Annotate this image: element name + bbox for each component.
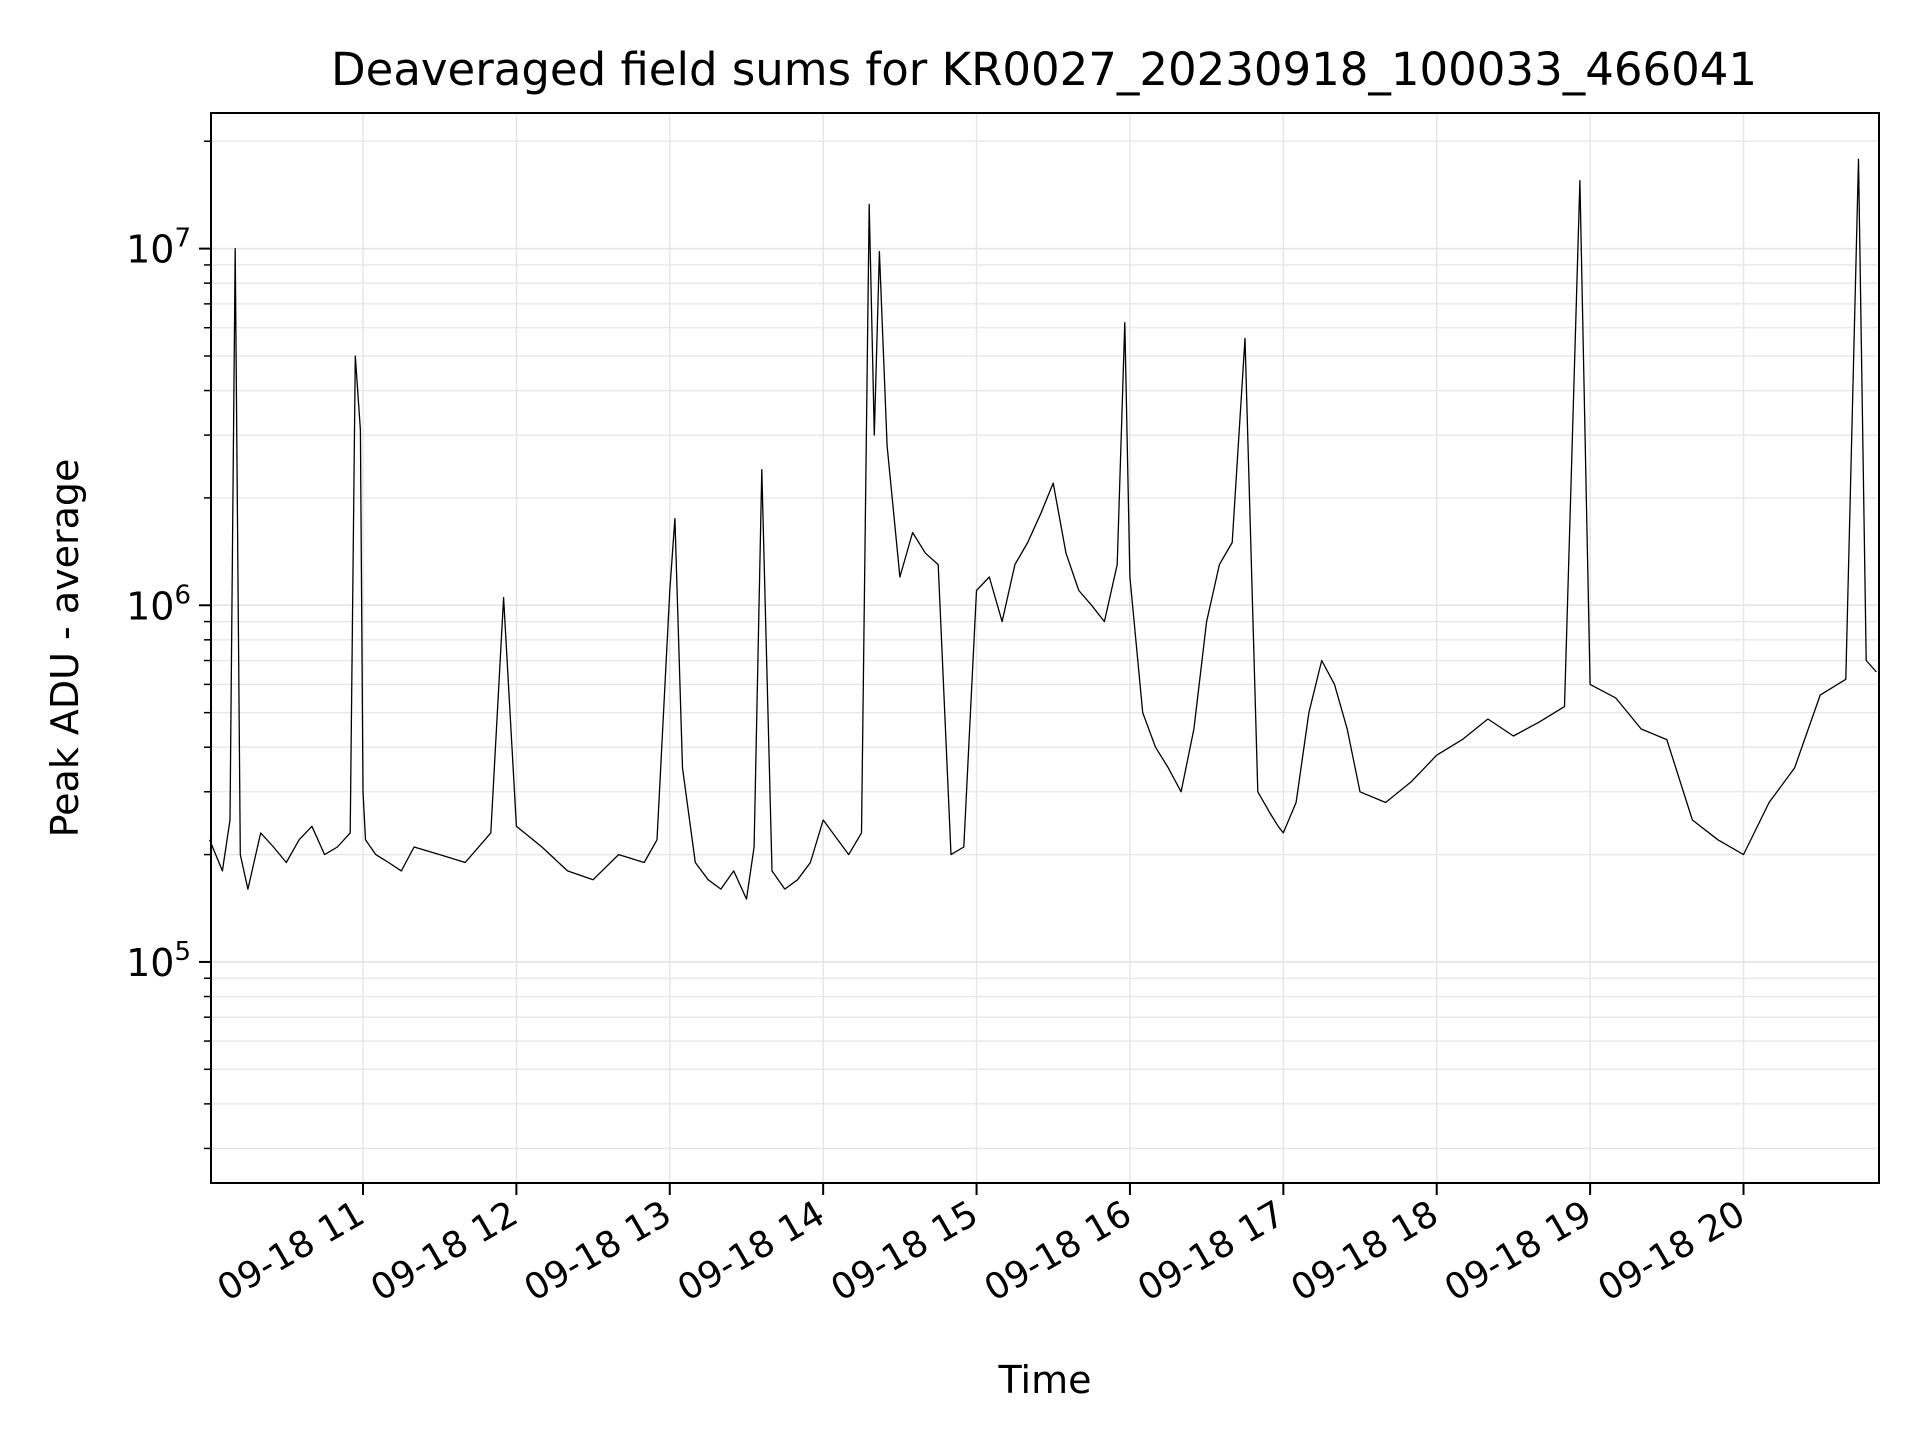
x-tick-label: 09-18 20 [1591, 1193, 1752, 1309]
x-tick-label: 09-18 14 [671, 1193, 832, 1309]
grid [211, 113, 1879, 1183]
y-tick-label: 107 [126, 224, 191, 272]
x-axis-label: Time [998, 1358, 1092, 1402]
chart-title: Deaveraged field sums for KR0027_2023091… [331, 43, 1757, 96]
y-axis-label: Peak ADU - average [43, 459, 87, 838]
y-axis: 105 106 107 [126, 140, 211, 1150]
x-tick-label: 09-18 16 [978, 1193, 1139, 1309]
x-tick-label: 09-18 13 [518, 1193, 679, 1309]
plot-frame [210, 112, 1880, 1184]
x-tick-label: 09-18 17 [1131, 1193, 1292, 1309]
y-tick-label: 105 [126, 937, 191, 985]
x-tick-label: 09-18 15 [824, 1193, 985, 1309]
x-tick-label: 09-18 11 [211, 1193, 372, 1309]
series-line [208, 158, 1877, 900]
series-layer [208, 158, 1877, 900]
x-tick-label: 09-18 19 [1438, 1193, 1599, 1309]
x-tick-label: 09-18 12 [364, 1193, 525, 1309]
x-tick-label: 09-18 18 [1285, 1193, 1446, 1309]
y-tick-label: 106 [126, 580, 191, 628]
